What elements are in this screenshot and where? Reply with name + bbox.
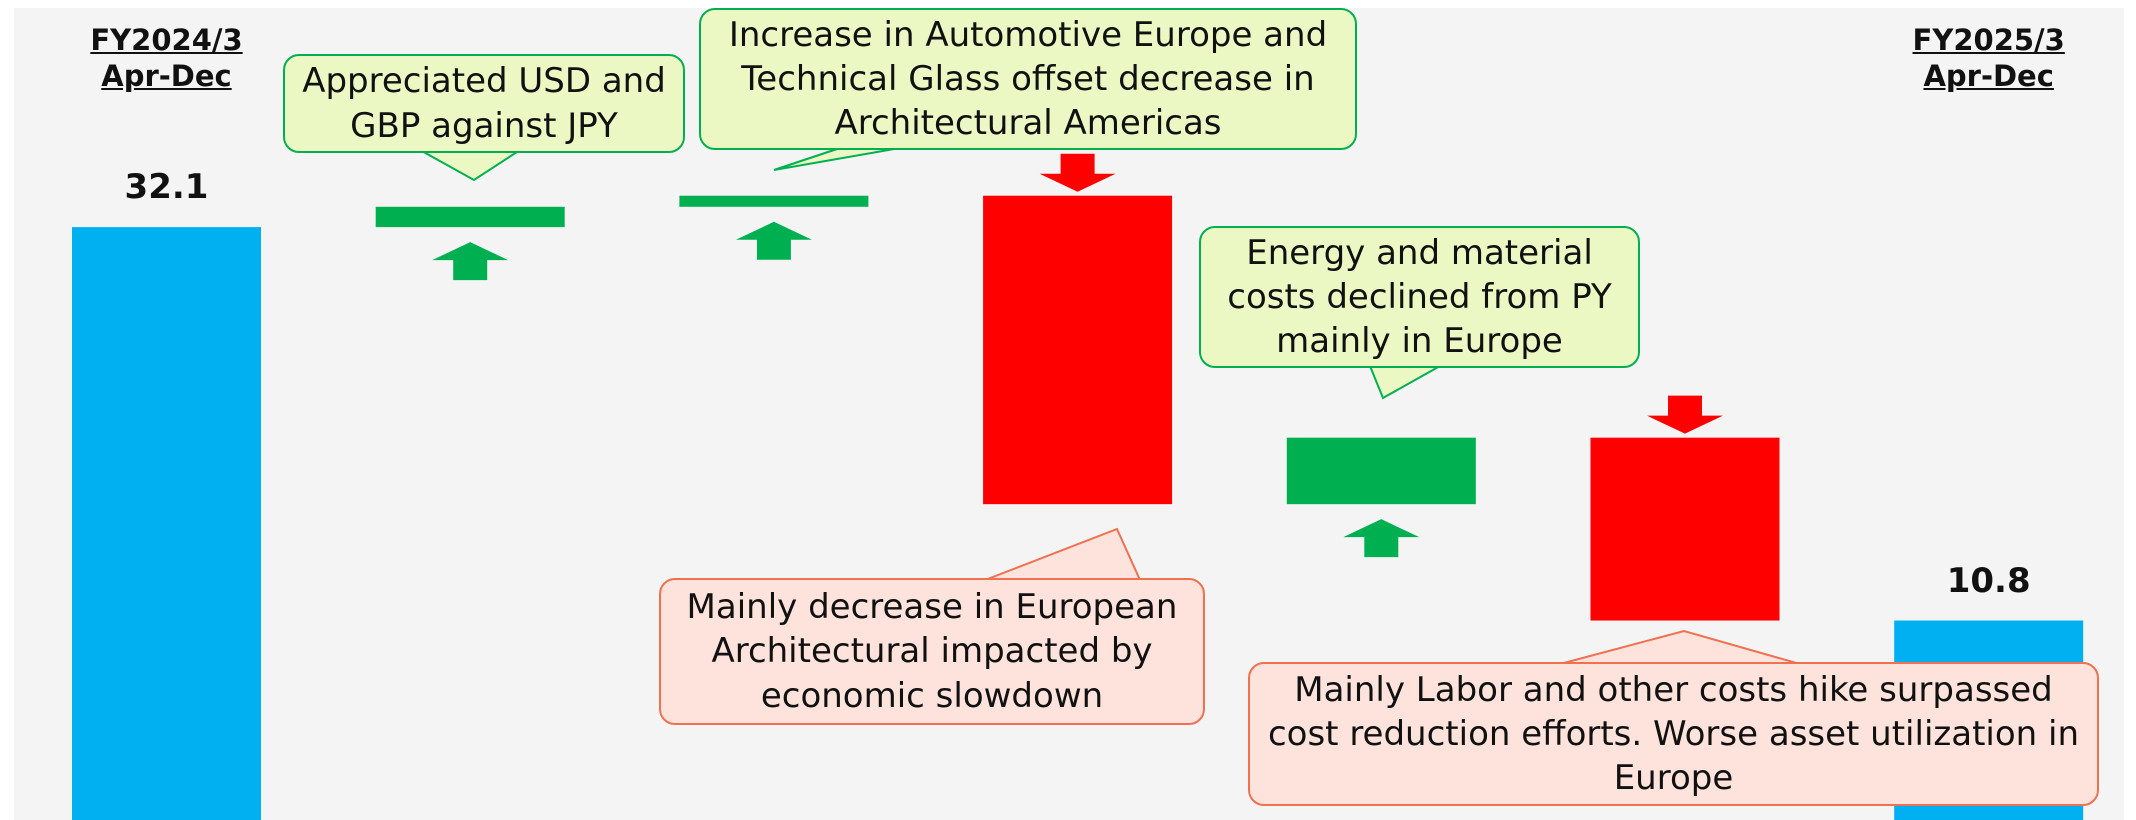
category-label: FY2025/3 Apr-Dec — [1912, 23, 2065, 94]
callout: Mainly Labor and other costs hike surpas… — [1248, 662, 2099, 806]
category-label: FY2024/3 Apr-Dec — [90, 23, 243, 94]
bar — [1590, 437, 1780, 621]
up-arrow — [432, 242, 509, 281]
bar — [679, 195, 869, 207]
callout: Increase in Automotive Europe and Techni… — [699, 8, 1357, 150]
callout: Appreciated USD and GBP against JPY — [283, 54, 685, 153]
down-arrow — [1039, 153, 1116, 192]
value-label: 10.8 — [1946, 560, 2031, 601]
bar — [983, 195, 1173, 505]
bar — [72, 227, 261, 820]
value-label: 32.1 — [124, 167, 209, 208]
up-arrow — [735, 221, 812, 260]
bar — [375, 206, 565, 228]
up-arrow — [1343, 519, 1420, 558]
bar — [1286, 437, 1476, 505]
callout: Energy and material costs declined from … — [1199, 226, 1640, 368]
down-arrow — [1647, 395, 1723, 434]
callout: Mainly decrease in European Architectura… — [659, 578, 1205, 725]
